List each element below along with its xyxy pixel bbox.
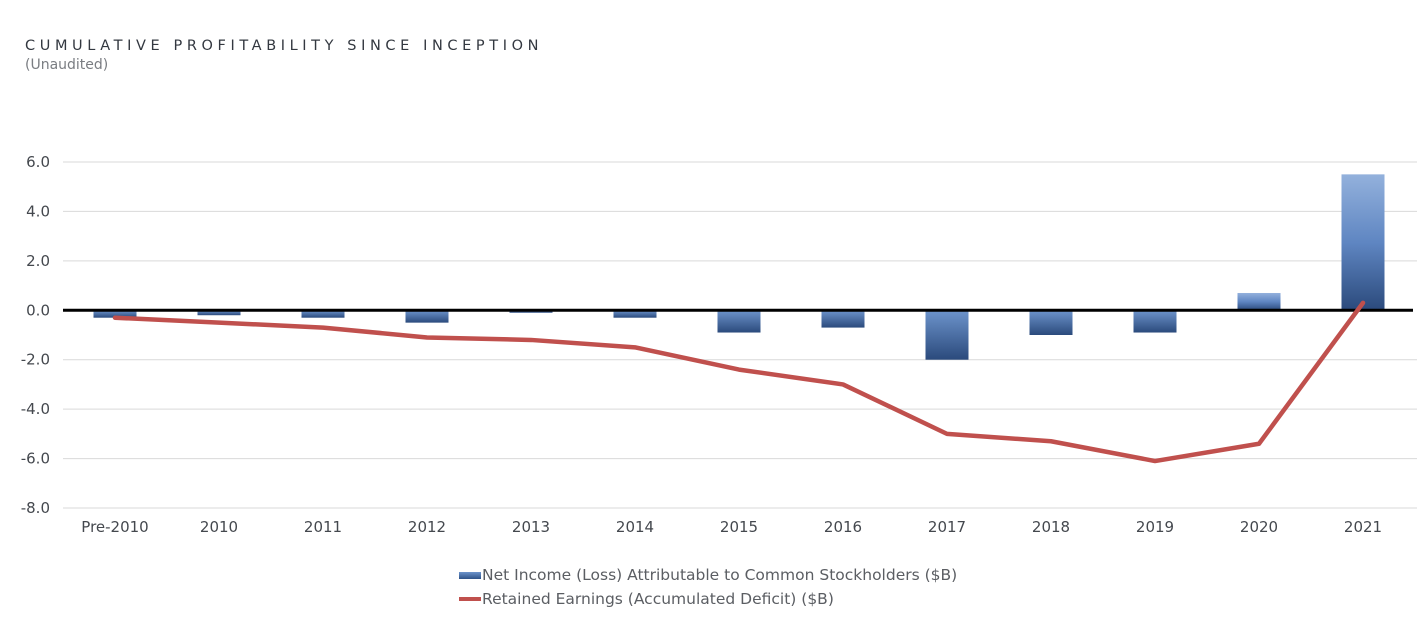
y-tick-label: 6.0 <box>26 153 50 171</box>
y-tick-label: -8.0 <box>21 499 50 517</box>
x-tick-label: Pre-2010 <box>81 518 148 536</box>
legend-label: Net Income (Loss) Attributable to Common… <box>482 566 958 584</box>
line-series <box>112 300 1366 464</box>
bar <box>1029 310 1073 335</box>
x-tick-label: 2019 <box>1136 518 1174 536</box>
bar <box>93 310 137 318</box>
y-tick-label: -4.0 <box>21 400 50 418</box>
chart-subtitle: (Unaudited) <box>25 57 109 73</box>
chart-title: CUMULATIVE PROFITABILITY SINCE INCEPTION <box>25 38 544 54</box>
legend: Net Income (Loss) Attributable to Common… <box>459 563 957 611</box>
y-tick-label: -2.0 <box>21 351 50 369</box>
x-tick-label: 2014 <box>616 518 654 536</box>
x-tick-label: 2017 <box>928 518 966 536</box>
bar <box>1237 292 1281 311</box>
x-tick-label: 2013 <box>512 518 550 536</box>
legend-label: Retained Earnings (Accumulated Deficit) … <box>482 590 834 608</box>
x-axis-ticks: Pre-2010 2010 2011 2012 2013 2014 2015 2016 2017… <box>81 518 1382 536</box>
bar-swatch-icon <box>459 571 481 579</box>
x-tick-label: 2021 <box>1344 518 1382 536</box>
x-tick-label: 2010 <box>200 518 238 536</box>
gridlines <box>63 161 1417 509</box>
bar <box>301 310 345 318</box>
x-tick-label: 2012 <box>408 518 446 536</box>
legend-item-retained-earnings: Retained Earnings (Accumulated Deficit) … <box>459 587 957 611</box>
x-tick-label: 2015 <box>720 518 758 536</box>
bar <box>821 310 865 328</box>
y-tick-label: 0.0 <box>26 301 50 319</box>
y-tick-label: 2.0 <box>26 252 50 270</box>
line-swatch-icon <box>459 597 481 601</box>
bar <box>1133 310 1177 333</box>
bar <box>613 310 657 318</box>
legend-item-net-income: Net Income (Loss) Attributable to Common… <box>459 563 957 587</box>
bar <box>197 310 241 316</box>
y-tick-label: -6.0 <box>21 450 50 468</box>
bar <box>405 310 449 323</box>
x-tick-label: 2011 <box>304 518 342 536</box>
bar-series <box>93 174 1385 360</box>
x-tick-label: 2020 <box>1240 518 1278 536</box>
y-axis-ticks: 6.0 4.0 2.0 0.0 -2.0 -4.0 -6.0 -8.0 <box>21 153 50 517</box>
x-tick-label: 2018 <box>1032 518 1070 536</box>
bar <box>925 310 969 360</box>
bar <box>717 310 761 333</box>
y-tick-label: 4.0 <box>26 202 50 220</box>
bar <box>1341 174 1385 311</box>
x-tick-label: 2016 <box>824 518 862 536</box>
